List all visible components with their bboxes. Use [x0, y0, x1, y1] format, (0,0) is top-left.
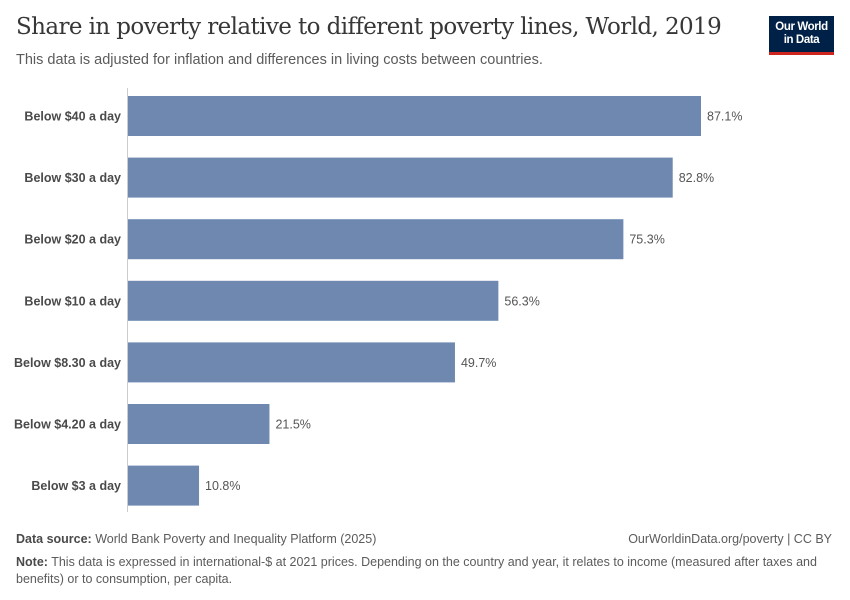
- chart-title: Share in poverty relative to different p…: [16, 14, 722, 40]
- category-label: Below $8.30 a day: [14, 356, 121, 370]
- source-label: Data source:: [16, 532, 92, 546]
- category-label: Below $3 a day: [31, 479, 121, 493]
- value-label: 21.5%: [275, 418, 310, 432]
- bar[interactable]: [128, 342, 455, 383]
- value-label: 75.3%: [629, 233, 664, 247]
- category-label: Below $40 a day: [24, 110, 121, 124]
- category-label: Below $10 a day: [24, 294, 121, 308]
- data-source: Data source: World Bank Poverty and Ineq…: [16, 532, 376, 546]
- value-label: 87.1%: [707, 110, 742, 124]
- bar[interactable]: [128, 280, 499, 321]
- owid-logo[interactable]: Our World in Data: [769, 16, 834, 55]
- bar[interactable]: [128, 465, 200, 506]
- note-text: This data is expressed in international-…: [16, 555, 817, 586]
- note-label: Note:: [16, 555, 48, 569]
- chart-subtitle: This data is adjusted for inflation and …: [16, 52, 543, 68]
- category-label: Below $20 a day: [24, 233, 121, 247]
- category-label: Below $30 a day: [24, 171, 121, 185]
- bar[interactable]: [128, 404, 270, 444]
- note: Note: This data is expressed in internat…: [16, 554, 826, 588]
- value-label: 56.3%: [504, 294, 539, 308]
- bar[interactable]: [128, 96, 701, 136]
- source-url[interactable]: OurWorldinData.org/poverty | CC BY: [628, 532, 832, 546]
- source-text[interactable]: World Bank Poverty and Inequality Platfo…: [95, 532, 377, 546]
- value-label: 49.7%: [461, 356, 496, 370]
- value-label: 10.8%: [205, 479, 240, 493]
- bar[interactable]: [128, 219, 624, 260]
- bar[interactable]: [128, 157, 673, 198]
- category-label: Below $4.20 a day: [14, 418, 121, 432]
- value-label: 82.8%: [679, 171, 714, 185]
